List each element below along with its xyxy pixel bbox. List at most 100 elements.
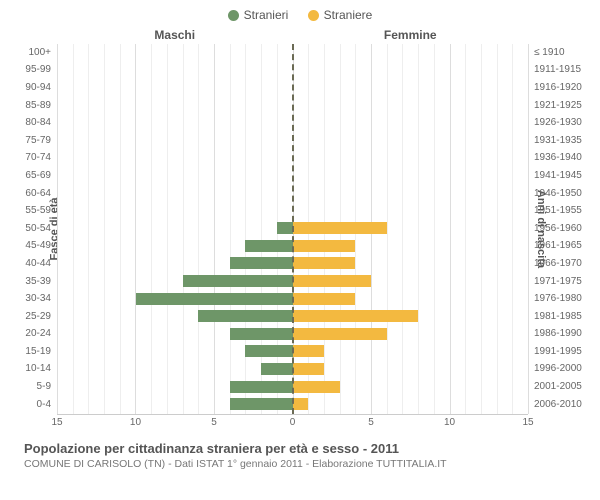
male-cell xyxy=(57,395,293,413)
age-label: 50-54 xyxy=(25,223,51,234)
gridline xyxy=(528,44,529,414)
pyramid-chart: Stranieri Straniere Maschi Femmine Fasce… xyxy=(0,0,600,500)
birth-label: 1976-1980 xyxy=(534,293,582,304)
male-cell xyxy=(57,167,293,185)
x-tick: 15 xyxy=(522,417,533,428)
male-bar xyxy=(230,398,293,410)
female-bar xyxy=(293,275,371,287)
age-label: 45-49 xyxy=(25,240,51,251)
male-bar xyxy=(245,240,292,252)
age-label: 75-79 xyxy=(25,135,51,146)
center-line xyxy=(292,44,294,414)
female-bar xyxy=(293,240,356,252)
age-label: 25-29 xyxy=(25,311,51,322)
legend-female: Straniere xyxy=(308,8,373,22)
female-bar xyxy=(293,345,324,357)
male-cell xyxy=(57,131,293,149)
male-cell xyxy=(57,325,293,343)
legend-male-swatch xyxy=(228,10,239,21)
female-cell xyxy=(293,360,529,378)
legend-male: Stranieri xyxy=(228,8,289,22)
col-header-left: Maschi xyxy=(57,28,293,42)
male-cell xyxy=(57,79,293,97)
chart-footer: Popolazione per cittadinanza straniera p… xyxy=(24,441,588,470)
age-label: 85-89 xyxy=(25,100,51,111)
female-bar xyxy=(293,398,309,410)
female-bar xyxy=(293,381,340,393)
x-tick: 5 xyxy=(211,417,217,428)
male-cell xyxy=(57,44,293,62)
birth-label: 1951-1955 xyxy=(534,205,582,216)
male-cell xyxy=(57,149,293,167)
x-tick: 15 xyxy=(51,417,62,428)
female-bar xyxy=(293,257,356,269)
birth-label: 1931-1935 xyxy=(534,135,582,146)
male-cell xyxy=(57,202,293,220)
column-headers: Maschi Femmine xyxy=(57,28,528,42)
female-cell xyxy=(293,44,529,62)
male-cell xyxy=(57,307,293,325)
male-cell xyxy=(57,219,293,237)
female-cell xyxy=(293,307,529,325)
birth-label: 1941-1945 xyxy=(534,170,582,181)
birth-label: 1986-1990 xyxy=(534,328,582,339)
birth-label: 1956-1960 xyxy=(534,223,582,234)
birth-label: 1926-1930 xyxy=(534,117,582,128)
male-bar xyxy=(230,328,293,340)
female-cell xyxy=(293,61,529,79)
male-bar xyxy=(261,363,292,375)
female-cell xyxy=(293,325,529,343)
male-bar xyxy=(277,222,293,234)
female-cell xyxy=(293,237,529,255)
female-bar xyxy=(293,328,387,340)
age-label: 10-14 xyxy=(25,363,51,374)
birth-label: 1966-1970 xyxy=(534,258,582,269)
age-label: 0-4 xyxy=(37,399,51,410)
col-header-right: Femmine xyxy=(293,28,529,42)
male-cell xyxy=(57,272,293,290)
male-cell xyxy=(57,237,293,255)
age-label: 40-44 xyxy=(25,258,51,269)
legend-female-swatch xyxy=(308,10,319,21)
x-tick: 5 xyxy=(368,417,374,428)
age-label: 15-19 xyxy=(25,346,51,357)
x-tick: 10 xyxy=(444,417,455,428)
male-cell xyxy=(57,61,293,79)
male-cell xyxy=(57,255,293,273)
age-label: 35-39 xyxy=(25,276,51,287)
birth-label: 1946-1950 xyxy=(534,188,582,199)
female-cell xyxy=(293,290,529,308)
male-bar xyxy=(136,293,293,305)
legend-male-label: Stranieri xyxy=(244,8,289,22)
female-bar xyxy=(293,363,324,375)
birth-label: 1936-1940 xyxy=(534,152,582,163)
male-cell xyxy=(57,343,293,361)
age-label: 20-24 xyxy=(25,328,51,339)
male-cell xyxy=(57,378,293,396)
age-label: 60-64 xyxy=(25,188,51,199)
female-cell xyxy=(293,255,529,273)
birth-label: 1971-1975 xyxy=(534,276,582,287)
chart-title: Popolazione per cittadinanza straniera p… xyxy=(24,441,588,456)
female-bar xyxy=(293,310,419,322)
female-cell xyxy=(293,202,529,220)
male-bar xyxy=(198,310,292,322)
birth-label: 2006-2010 xyxy=(534,399,582,410)
female-cell xyxy=(293,343,529,361)
female-cell xyxy=(293,395,529,413)
female-cell xyxy=(293,167,529,185)
birth-label: 1911-1915 xyxy=(534,64,581,75)
age-label: 55-59 xyxy=(25,205,51,216)
x-tick: 0 xyxy=(290,417,296,428)
age-label: 65-69 xyxy=(25,170,51,181)
female-cell xyxy=(293,272,529,290)
age-label: 100+ xyxy=(28,47,51,58)
birth-label: 1981-1985 xyxy=(534,311,582,322)
birth-label: 1961-1965 xyxy=(534,240,582,251)
legend-female-label: Straniere xyxy=(324,8,373,22)
birth-label: 1921-1925 xyxy=(534,100,582,111)
male-cell xyxy=(57,114,293,132)
female-cell xyxy=(293,219,529,237)
birth-label: ≤ 1910 xyxy=(534,47,565,58)
female-bar xyxy=(293,222,387,234)
